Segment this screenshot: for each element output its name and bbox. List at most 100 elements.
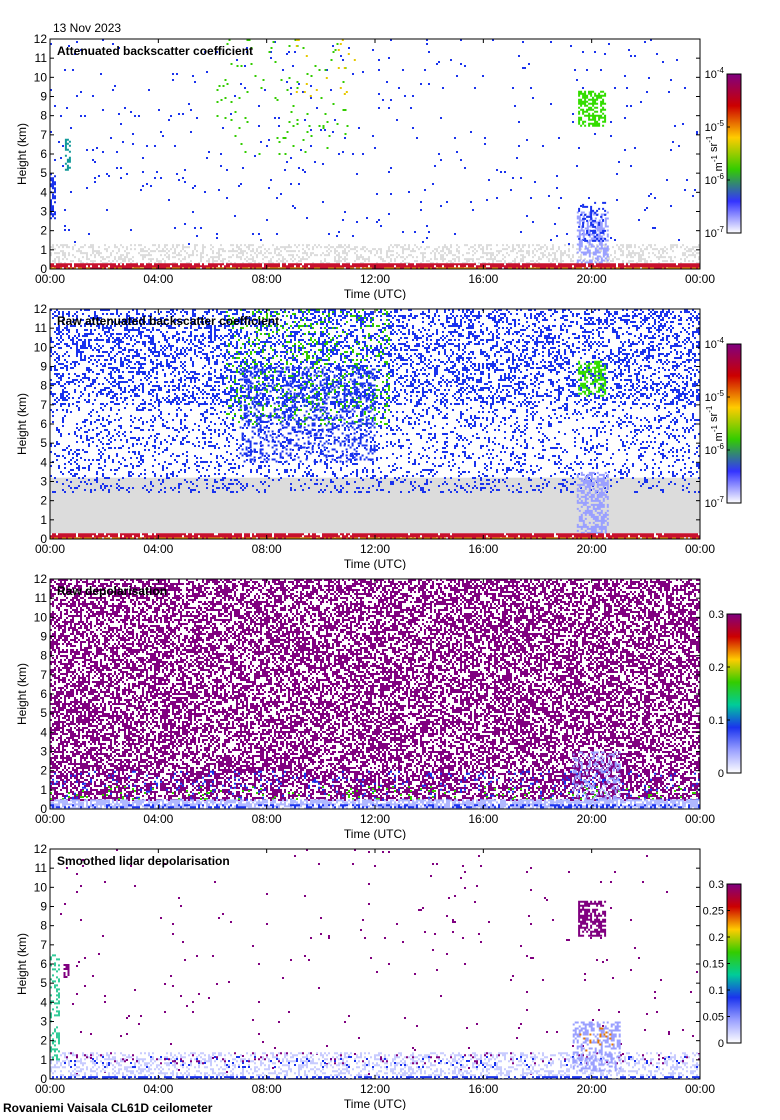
heatmap-feature-0 [50,244,700,265]
y-tick-label: 11 [35,321,48,335]
heatmap-feature-1 [50,1052,700,1077]
colorbar-tick-label: 0.15 [703,959,724,971]
y-tick-label: 3 [40,205,47,219]
chart-title: Smoothed lidar depolarisation [57,854,230,868]
colorbar-tick-label: 10-7 [705,495,725,510]
y-axis-label: Height (km) [15,123,29,185]
y-tick-label: 3 [40,1015,47,1029]
x-tick-label: 12:00 [360,272,390,286]
chart-title: Attenuated backscatter coefficient [57,44,253,58]
x-tick-label: 16:00 [468,812,498,826]
heatmap-feature-5 [576,471,609,534]
y-tick-label: 6 [40,957,47,971]
x-tick-label: 00:00 [35,812,65,826]
heatmap-feature-4 [50,799,700,809]
heatmap-feature-1 [50,309,700,493]
x-axis: 00:00 04:00 08:00 12:00 16:00 20:00 00:00 [35,579,715,826]
y-tick-label: 1 [40,1053,47,1067]
y-tick-label: 5 [40,166,47,180]
heatmap-feature-6 [572,1021,621,1072]
heatmap-feature-4 [239,366,376,463]
colorbar-gradient [726,343,742,504]
heatmap-feature-4 [50,954,60,1061]
y-tick-label: 9 [40,90,47,104]
x-axis-label: Time (UTC) [344,1097,406,1110]
x-tick-label: 00:00 [35,542,65,556]
x-axis-label: Time (UTC) [344,827,406,840]
y-tick-label: 8 [40,649,47,663]
colorbar-tick-label: 10-5 [705,119,725,134]
colorbar-tick-label: 10-6 [705,442,725,457]
heatmap-feature-7 [579,1027,614,1052]
y-tick-label: 7 [40,398,47,412]
colorbar-tick-label: 0.25 [703,906,724,918]
y-tick-label: 10 [34,70,48,84]
colorbar-unit: m-1 sr-1 [705,135,725,171]
heatmap-feature-5 [50,804,700,809]
x-tick-label: 20:00 [577,272,607,286]
colorbar-gradient [726,73,742,234]
x-axis: 00:00 04:00 08:00 12:00 16:00 20:00 00:00 [35,309,715,556]
chart-title: Raw attenuated backscatter coefficient [57,314,279,328]
colorbar-tick-label: 10-6 [705,172,725,187]
y-tick-label: 4 [40,995,47,1009]
y-tick-label: 12 [34,32,48,46]
colorbar-tick-label: 0.1 [709,715,724,727]
y-tick-label: 10 [34,610,48,624]
colorbar-tick-label: 0.3 [709,879,724,891]
x-axis: 00:00 04:00 08:00 12:00 16:00 20:00 00:00 [35,39,715,286]
colorbar-tick-label: 0 [718,768,724,780]
colorbar-tick-label: 0.1 [709,985,724,997]
colorbar-tick-label: 0 [718,1038,724,1050]
y-tick-label: 11 [35,591,48,605]
y-tick-label: 3 [40,745,47,759]
x-tick-label: 00:00 [35,1082,65,1096]
heatmap-feature-4 [50,173,56,220]
x-tick-label: 04:00 [143,542,173,556]
y-tick-label: 2 [40,494,47,508]
y-tick-label: 12 [34,842,48,856]
y-tick-label: 3 [40,475,47,489]
colorbar: 0 0.1 0.2 0.3 [709,609,742,780]
x-tick-label: 04:00 [143,1082,173,1096]
y-tick-label: 8 [40,109,47,123]
y-axis-label: Height (km) [15,663,29,725]
y-tick-label: 8 [40,379,47,393]
y-tick-label: 11 [35,51,48,65]
colorbar-gradient [726,613,742,774]
y-tick-label: 0 [40,1072,47,1086]
heatmap-feature-2 [50,786,696,800]
y-tick-label: 9 [40,360,47,374]
x-axis-label: Time (UTC) [344,287,406,300]
y-tick-label: 2 [40,224,47,238]
x-axis: 00:00 04:00 08:00 12:00 16:00 20:00 00:00 [35,849,715,1096]
date-label: 13 Nov 2023 [53,21,122,35]
y-tick-label: 0 [40,262,47,276]
y-tick-label: 0 [40,532,47,546]
y-tick-label: 1 [40,243,47,257]
panel-raw-attenuated-backscatter: 0 1 2 3 4 5 6 7 8 9 10 11 12 Height (km) 00:00 04:00 08:… [0,300,780,570]
y-tick-label: 8 [40,919,47,933]
y-tick-label: 12 [34,302,48,316]
heatmap-layer [50,579,700,809]
panel-raw-depolarisation: 0 1 2 3 4 5 6 7 8 9 10 11 12 Height (km) 00:00 04:00 08:… [0,570,780,840]
heatmap-feature-9 [50,1076,700,1079]
heatmap-feature-8 [578,900,607,937]
heatmap-feature-2 [216,39,349,155]
x-tick-label: 04:00 [143,812,173,826]
colorbar-unit: m-1 sr-1 [705,405,725,441]
x-tick-label: 00:00 [685,272,715,286]
y-tick-label: 10 [34,880,48,894]
heatmap-feature-0 [50,579,700,801]
heatmap-feature-5 [64,138,71,171]
y-tick-label: 7 [40,938,47,952]
x-axis-label: Time (UTC) [344,557,406,570]
y-tick-label: 2 [40,1034,47,1048]
heatmap-layer [50,849,700,1079]
y-axis-label: Height (km) [15,933,29,995]
y-tick-label: 11 [35,861,48,875]
